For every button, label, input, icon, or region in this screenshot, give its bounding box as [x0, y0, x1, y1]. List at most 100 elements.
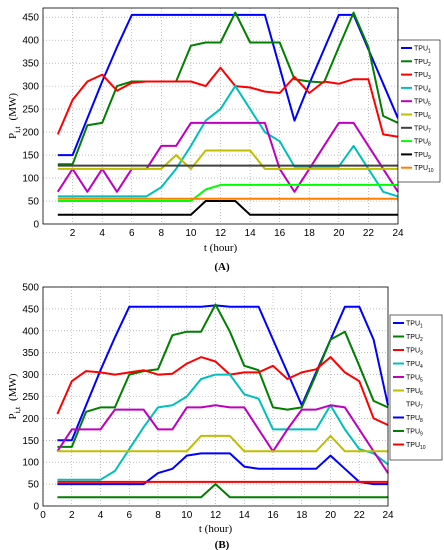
legend-label-base: TPU [406, 402, 420, 409]
x-tick-label: 4 [98, 510, 104, 521]
y-axis-label-text: Pi,t (MW) [7, 93, 22, 139]
y-tick-label: 0 [33, 502, 39, 513]
x-tick-label: 16 [274, 228, 286, 239]
legend-label-tpu1: TPU1 [406, 321, 423, 330]
y-axis-label: Pi,t (MW) [7, 93, 22, 139]
y-tick-label: 250 [22, 105, 39, 116]
x-tick-label: 22 [354, 510, 366, 521]
panel-label: (B) [215, 539, 230, 550]
x-tick-label: 16 [267, 510, 279, 521]
y-tick-label: 250 [22, 392, 39, 403]
legend-label-base: TPU [414, 125, 428, 132]
x-tick-label: 6 [129, 228, 135, 239]
legend-label-base: TPU [414, 165, 428, 172]
y-axis-label-text: Pi,t (MW) [7, 373, 22, 419]
legend-label-tpu3: TPU3 [414, 72, 431, 81]
legend: TPU1TPU2TPU3TPU4TPU5TPU6TPU7TPU8TPU9TPU1… [397, 39, 441, 183]
legend-label-sub: 10 [420, 445, 426, 451]
x-tick-label: 12 [215, 228, 227, 239]
legend-label-sub: 2 [428, 62, 431, 68]
legend-label-tpu4: TPU4 [414, 85, 431, 94]
legend-label-base: TPU [414, 139, 428, 146]
legend-label-tpu2: TPU2 [414, 59, 431, 68]
y-axis-label: Pi,t (MW) [7, 373, 22, 419]
series-line-tpu3 [56, 66, 399, 138]
y-tick-label: 200 [22, 128, 39, 139]
series-line-tpu4 [57, 85, 399, 198]
y-tick-label: 400 [22, 36, 39, 47]
y-axis-label-sub: i,t [13, 126, 22, 133]
y-tick-label: 500 [22, 283, 39, 294]
x-tick-label: 12 [210, 510, 222, 521]
legend-label-base: TPU [406, 361, 420, 368]
legend-label-sub: 4 [420, 364, 423, 370]
legend-box [397, 39, 441, 183]
x-tick-label: 24 [392, 228, 404, 239]
legend-label-sub: 7 [428, 128, 431, 134]
legend-label-base: TPU [406, 348, 420, 355]
legend-label-sub: 2 [420, 337, 423, 343]
legend-label-base: TPU [414, 152, 428, 159]
legend-label-tpu9: TPU9 [406, 429, 423, 438]
legend-label-tpu6: TPU6 [406, 388, 423, 397]
legend-label-sub: 9 [428, 155, 431, 161]
series-line-tpu6 [57, 434, 388, 453]
x-tick-label: 4 [99, 228, 105, 239]
y-tick-label: 150 [22, 436, 39, 447]
x-tick-label: 14 [239, 510, 251, 521]
legend-label-sub: 10 [428, 168, 434, 174]
series-line-tpu9 [57, 483, 388, 499]
series-line-tpu8 [57, 183, 398, 202]
y-tick-label: 350 [22, 348, 39, 359]
legend-label-tpu4: TPU4 [406, 361, 423, 370]
y-tick-label: 300 [22, 370, 39, 381]
axes-frame [42, 286, 389, 507]
x-tick-label: 0 [40, 510, 46, 521]
x-axis-label: t (hour) [199, 523, 233, 535]
series-line-tpu4 [57, 373, 389, 481]
series-line-tpu5 [56, 121, 399, 193]
legend-label-base: TPU [406, 442, 420, 449]
legend-label-sub: 8 [420, 418, 423, 424]
y-axis-label-unit: (MW) [7, 93, 19, 121]
legend-label-base: TPU [406, 334, 420, 341]
panel-label: (A) [214, 261, 230, 273]
y-axis-label-sub: i,t [13, 406, 22, 413]
legend-label-tpu7: TPU7 [414, 125, 431, 134]
legend-label-sub: 9 [420, 432, 423, 438]
legend-box [389, 314, 443, 461]
legend-label-tpu3: TPU3 [406, 348, 423, 357]
x-tick-label: 8 [159, 228, 165, 239]
y-tick-label: 100 [22, 174, 39, 185]
x-axis-label: t (hour) [204, 242, 238, 254]
series-line-tpu3 [56, 356, 389, 426]
x-tick-label: 10 [181, 510, 193, 521]
legend-label-base: TPU [406, 429, 420, 436]
legend-label-tpu10: TPU10 [414, 165, 434, 174]
legend-label-tpu2: TPU2 [406, 334, 423, 343]
legend-label-base: TPU [406, 375, 420, 382]
y-tick-label: 100 [22, 458, 39, 469]
legend-label-sub: 4 [428, 88, 431, 94]
legend: TPU1TPU2TPU3TPU4TPU5TPU6TPU7TPU8TPU9TPU1… [389, 314, 443, 461]
x-tick-label: 20 [325, 510, 337, 521]
y-axis-label-main: P [7, 413, 19, 419]
series-line-tpu1 [57, 13, 399, 157]
y-tick-label: 0 [33, 220, 39, 231]
legend-label-base: TPU [406, 388, 420, 395]
legend-label-sub: 6 [420, 391, 423, 397]
series-line-tpu6 [57, 149, 398, 170]
x-tick-label: 2 [70, 228, 76, 239]
series-line-tpu9 [57, 200, 398, 216]
x-tick-label: 10 [185, 228, 197, 239]
legend-label-tpu5: TPU5 [406, 375, 423, 384]
y-tick-label: 50 [28, 197, 40, 208]
series-line-tpu1 [57, 304, 389, 442]
y-tick-label: 300 [22, 82, 39, 93]
chart-panel-1: 2 4 6 8 10 12 14 16 18 20 22 2405010015020025030035… [7, 7, 441, 273]
y-tick-label: 350 [22, 59, 39, 70]
legend-label-tpu6: TPU6 [414, 112, 431, 121]
legend-label-sub: 6 [428, 115, 431, 121]
legend-label-base: TPU [414, 46, 428, 53]
